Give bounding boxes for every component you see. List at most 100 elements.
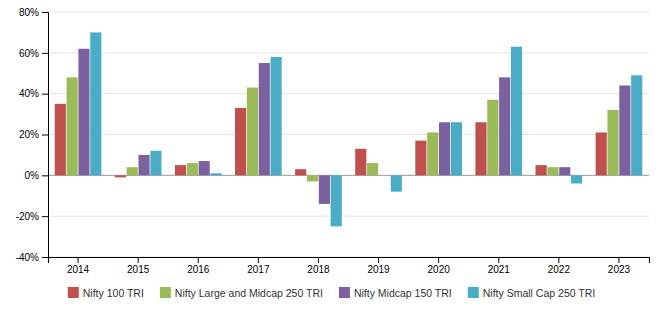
- tick: 2015: [127, 257, 150, 275]
- tick-mark: [618, 257, 619, 263]
- bar: [307, 175, 318, 181]
- tick-label: 2023: [608, 264, 631, 275]
- bar: [127, 167, 138, 175]
- tick-mark: [42, 175, 48, 176]
- chart: Nifty 100 TRI Nifty Large and Midcap 250 …: [0, 0, 663, 311]
- tick-mark: [78, 257, 79, 263]
- bar: [55, 104, 66, 175]
- grid-line: [48, 134, 649, 135]
- bar: [367, 163, 378, 175]
- tick: 2016: [187, 257, 210, 275]
- bar: [90, 32, 101, 175]
- bar: [139, 155, 150, 175]
- axis-line: [42, 13, 49, 258]
- tick: 2017: [247, 257, 270, 275]
- tick-mark: [258, 257, 259, 263]
- bar: [499, 77, 510, 175]
- bar: [391, 175, 402, 191]
- tick: -40%: [16, 252, 48, 263]
- tick: 40%: [19, 88, 48, 99]
- grid-line: [48, 175, 649, 176]
- bar: [67, 77, 78, 175]
- tick-label: 2020: [428, 264, 451, 275]
- tick: 2023: [608, 257, 631, 275]
- tick-label: 60%: [19, 48, 39, 59]
- bar: [187, 163, 198, 175]
- tick-mark: [42, 94, 48, 95]
- bar: [596, 132, 607, 175]
- bar: [607, 110, 618, 175]
- tick-label: 2021: [488, 264, 511, 275]
- tick: 0%: [25, 170, 48, 181]
- bar: [536, 165, 547, 175]
- tick: 2014: [67, 257, 90, 275]
- tick-mark: [42, 257, 48, 258]
- tick-mark: [42, 53, 48, 54]
- bar: [619, 86, 630, 176]
- tick-mark: [378, 257, 379, 263]
- bar-series: [78, 49, 630, 204]
- tick-mark: [198, 257, 199, 263]
- tick: 2020: [428, 257, 451, 275]
- tick-label: 2022: [548, 264, 571, 275]
- x-axis: 2014 2015 2016 2017 2018 2019 2020 2021 2022 2023: [49, 257, 650, 275]
- bar: [511, 47, 522, 176]
- bar: [78, 49, 89, 176]
- tick-label: 2019: [367, 264, 390, 275]
- legend-label: Nifty Small Cap 250 TRI: [483, 287, 595, 299]
- bar: [379, 175, 390, 176]
- tick-mark: [498, 257, 499, 263]
- grid-line: [48, 93, 649, 94]
- legend-item: Nifty Midcap 150 TRI: [339, 287, 452, 299]
- bar-series: [55, 104, 607, 178]
- bar: [210, 173, 221, 175]
- bar: [427, 132, 438, 175]
- legend-swatch: [160, 287, 171, 298]
- tick-mark: [42, 135, 48, 136]
- bar: [175, 165, 186, 175]
- bar: [235, 108, 246, 175]
- tick-label: 2015: [127, 264, 150, 275]
- tick-label: 2014: [67, 264, 90, 275]
- tick: 2022: [548, 257, 571, 275]
- bar: [199, 161, 210, 175]
- tick-label: 2018: [307, 264, 330, 275]
- tick-mark: [42, 216, 48, 217]
- legend-item: Nifty Large and Midcap 250 TRI: [160, 287, 323, 299]
- grid-line: [48, 216, 649, 217]
- tick-mark: [138, 257, 139, 263]
- tick-mark: [318, 257, 319, 263]
- bar: [355, 149, 366, 176]
- bar: [487, 100, 498, 176]
- bar: [259, 63, 270, 175]
- tick-mark: [438, 257, 439, 263]
- bars: [55, 32, 643, 226]
- bar: [451, 122, 462, 175]
- tick: 20%: [19, 129, 48, 140]
- tick-label: 2017: [247, 264, 270, 275]
- bar: [439, 122, 450, 175]
- tick-label: 2016: [187, 264, 210, 275]
- bar-series: [67, 77, 619, 181]
- tick-label: 0%: [25, 170, 40, 181]
- bar: [271, 57, 282, 175]
- tick: 2021: [488, 257, 511, 275]
- legend-item: Nifty 100 TRI: [68, 287, 144, 299]
- bar: [295, 169, 306, 175]
- axis-line: [49, 258, 650, 264]
- bar: [247, 88, 258, 176]
- legend-label: Nifty 100 TRI: [83, 287, 144, 299]
- bar: [559, 167, 570, 175]
- tick: 2019: [367, 257, 390, 275]
- grid: [48, 12, 649, 257]
- tick: 80%: [19, 7, 48, 18]
- tick-label: 80%: [19, 7, 39, 18]
- bar: [631, 75, 642, 175]
- bar-series: [90, 32, 642, 226]
- bar: [319, 175, 330, 204]
- tick-mark: [42, 12, 48, 13]
- tick-label: -40%: [16, 252, 39, 263]
- bar: [150, 151, 161, 176]
- tick-mark: [558, 257, 559, 263]
- bar: [415, 141, 426, 176]
